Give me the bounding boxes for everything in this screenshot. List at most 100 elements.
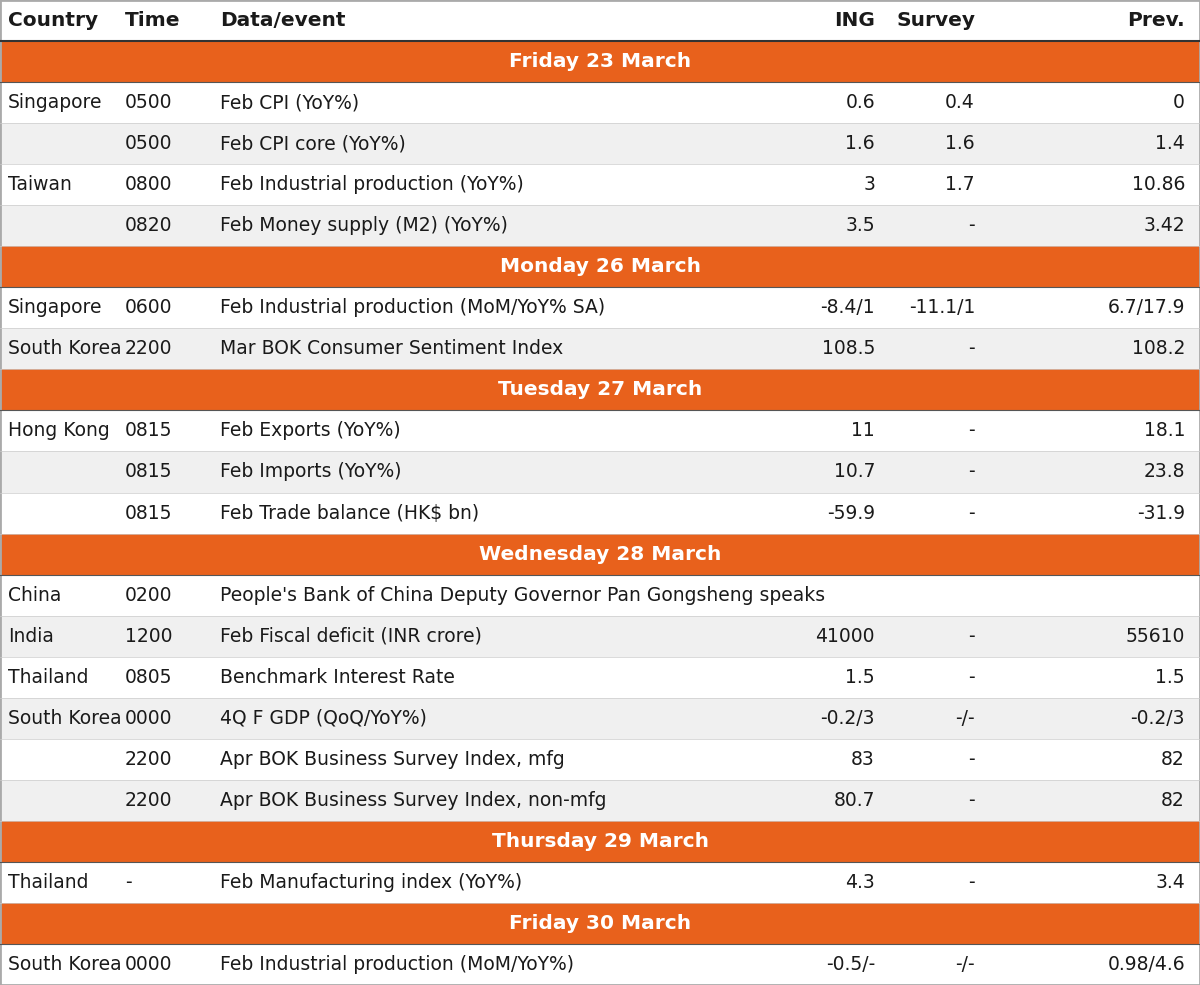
Text: ING: ING xyxy=(834,11,875,30)
Bar xyxy=(0,903,1200,944)
Text: 2200: 2200 xyxy=(125,750,173,768)
Bar xyxy=(0,451,1200,492)
Text: Prev.: Prev. xyxy=(1127,11,1186,30)
Text: Thursday 29 March: Thursday 29 March xyxy=(492,832,708,851)
Bar xyxy=(0,862,1200,903)
Text: 1.7: 1.7 xyxy=(946,175,974,194)
Text: South Korea: South Korea xyxy=(8,340,121,359)
Text: 0500: 0500 xyxy=(125,134,173,153)
Text: -0.2/3: -0.2/3 xyxy=(1130,709,1186,728)
Text: Friday 23 March: Friday 23 March xyxy=(509,52,691,71)
Text: South Korea: South Korea xyxy=(8,955,121,974)
Text: -: - xyxy=(968,750,974,768)
Text: Feb Industrial production (MoM/YoY% SA): Feb Industrial production (MoM/YoY% SA) xyxy=(220,298,605,317)
Text: 0.4: 0.4 xyxy=(946,94,974,112)
Text: -: - xyxy=(968,503,974,522)
Bar xyxy=(0,82,1200,123)
Text: 1.4: 1.4 xyxy=(1156,134,1186,153)
Bar xyxy=(0,164,1200,205)
Text: 0.98/4.6: 0.98/4.6 xyxy=(1108,955,1186,974)
Text: Monday 26 March: Monday 26 March xyxy=(499,257,701,276)
Text: Taiwan: Taiwan xyxy=(8,175,72,194)
Text: -: - xyxy=(968,422,974,440)
Text: Time: Time xyxy=(125,11,180,30)
Text: India: India xyxy=(8,626,54,645)
Text: Thailand: Thailand xyxy=(8,873,89,891)
Bar xyxy=(0,534,1200,574)
Bar xyxy=(0,0,1200,41)
Text: -: - xyxy=(968,668,974,687)
Text: Feb Money supply (M2) (YoY%): Feb Money supply (M2) (YoY%) xyxy=(220,217,508,235)
Text: 0500: 0500 xyxy=(125,94,173,112)
Text: -: - xyxy=(125,873,132,891)
Text: People's Bank of China Deputy Governor Pan Gongsheng speaks: People's Bank of China Deputy Governor P… xyxy=(220,586,826,605)
Text: 55610: 55610 xyxy=(1126,626,1186,645)
Text: Feb Imports (YoY%): Feb Imports (YoY%) xyxy=(220,463,402,482)
Text: Friday 30 March: Friday 30 March xyxy=(509,914,691,933)
Text: 11: 11 xyxy=(851,422,875,440)
Text: Country: Country xyxy=(8,11,98,30)
Text: Data/event: Data/event xyxy=(220,11,346,30)
Bar xyxy=(0,739,1200,780)
Bar xyxy=(0,328,1200,369)
Text: 1.5: 1.5 xyxy=(1156,668,1186,687)
Text: Feb Fiscal deficit (INR crore): Feb Fiscal deficit (INR crore) xyxy=(220,626,482,645)
Bar xyxy=(0,41,1200,82)
Text: 0815: 0815 xyxy=(125,463,173,482)
Text: 3.42: 3.42 xyxy=(1144,217,1186,235)
Text: 0815: 0815 xyxy=(125,503,173,522)
Text: Singapore: Singapore xyxy=(8,94,102,112)
Text: -0.5/-: -0.5/- xyxy=(826,955,875,974)
Text: 0800: 0800 xyxy=(125,175,173,194)
Bar xyxy=(0,123,1200,164)
Text: Benchmark Interest Rate: Benchmark Interest Rate xyxy=(220,668,455,687)
Text: 6.7/17.9: 6.7/17.9 xyxy=(1108,298,1186,317)
Bar xyxy=(0,780,1200,821)
Text: 10.86: 10.86 xyxy=(1132,175,1186,194)
Text: Feb Industrial production (YoY%): Feb Industrial production (YoY%) xyxy=(220,175,523,194)
Text: 41000: 41000 xyxy=(816,626,875,645)
Text: China: China xyxy=(8,586,61,605)
Text: 2200: 2200 xyxy=(125,791,173,810)
Text: Hong Kong: Hong Kong xyxy=(8,422,109,440)
Text: 0805: 0805 xyxy=(125,668,173,687)
Text: -: - xyxy=(968,463,974,482)
Bar xyxy=(0,616,1200,657)
Text: 23.8: 23.8 xyxy=(1144,463,1186,482)
Text: -: - xyxy=(968,873,974,891)
Text: 0000: 0000 xyxy=(125,955,173,974)
Text: -: - xyxy=(968,791,974,810)
Text: Feb CPI core (YoY%): Feb CPI core (YoY%) xyxy=(220,134,406,153)
Text: Feb Manufacturing index (YoY%): Feb Manufacturing index (YoY%) xyxy=(220,873,522,891)
Text: 0: 0 xyxy=(1174,94,1186,112)
Text: -31.9: -31.9 xyxy=(1136,503,1186,522)
Text: Tuesday 27 March: Tuesday 27 March xyxy=(498,380,702,399)
Text: South Korea: South Korea xyxy=(8,709,121,728)
Text: 4Q F GDP (QoQ/YoY%): 4Q F GDP (QoQ/YoY%) xyxy=(220,709,427,728)
Bar xyxy=(0,697,1200,739)
Text: 0.6: 0.6 xyxy=(845,94,875,112)
Text: Survey: Survey xyxy=(896,11,974,30)
Text: 1.6: 1.6 xyxy=(845,134,875,153)
Text: Feb CPI (YoY%): Feb CPI (YoY%) xyxy=(220,94,359,112)
Text: Feb Industrial production (MoM/YoY%): Feb Industrial production (MoM/YoY%) xyxy=(220,955,574,974)
Text: -: - xyxy=(968,217,974,235)
Text: -/-: -/- xyxy=(955,955,974,974)
Bar xyxy=(0,574,1200,616)
Bar xyxy=(0,411,1200,451)
Text: Feb Trade balance (HK$ bn): Feb Trade balance (HK$ bn) xyxy=(220,503,479,522)
Text: 82: 82 xyxy=(1162,791,1186,810)
Text: Thailand: Thailand xyxy=(8,668,89,687)
Text: Apr BOK Business Survey Index, mfg: Apr BOK Business Survey Index, mfg xyxy=(220,750,565,768)
Bar xyxy=(0,205,1200,246)
Text: 0815: 0815 xyxy=(125,422,173,440)
Text: -8.4/1: -8.4/1 xyxy=(821,298,875,317)
Text: Apr BOK Business Survey Index, non-mfg: Apr BOK Business Survey Index, non-mfg xyxy=(220,791,606,810)
Text: 1200: 1200 xyxy=(125,626,173,645)
Text: Feb Exports (YoY%): Feb Exports (YoY%) xyxy=(220,422,401,440)
Bar xyxy=(0,288,1200,328)
Text: 4.3: 4.3 xyxy=(845,873,875,891)
Text: -: - xyxy=(968,340,974,359)
Text: 0000: 0000 xyxy=(125,709,173,728)
Text: 2200: 2200 xyxy=(125,340,173,359)
